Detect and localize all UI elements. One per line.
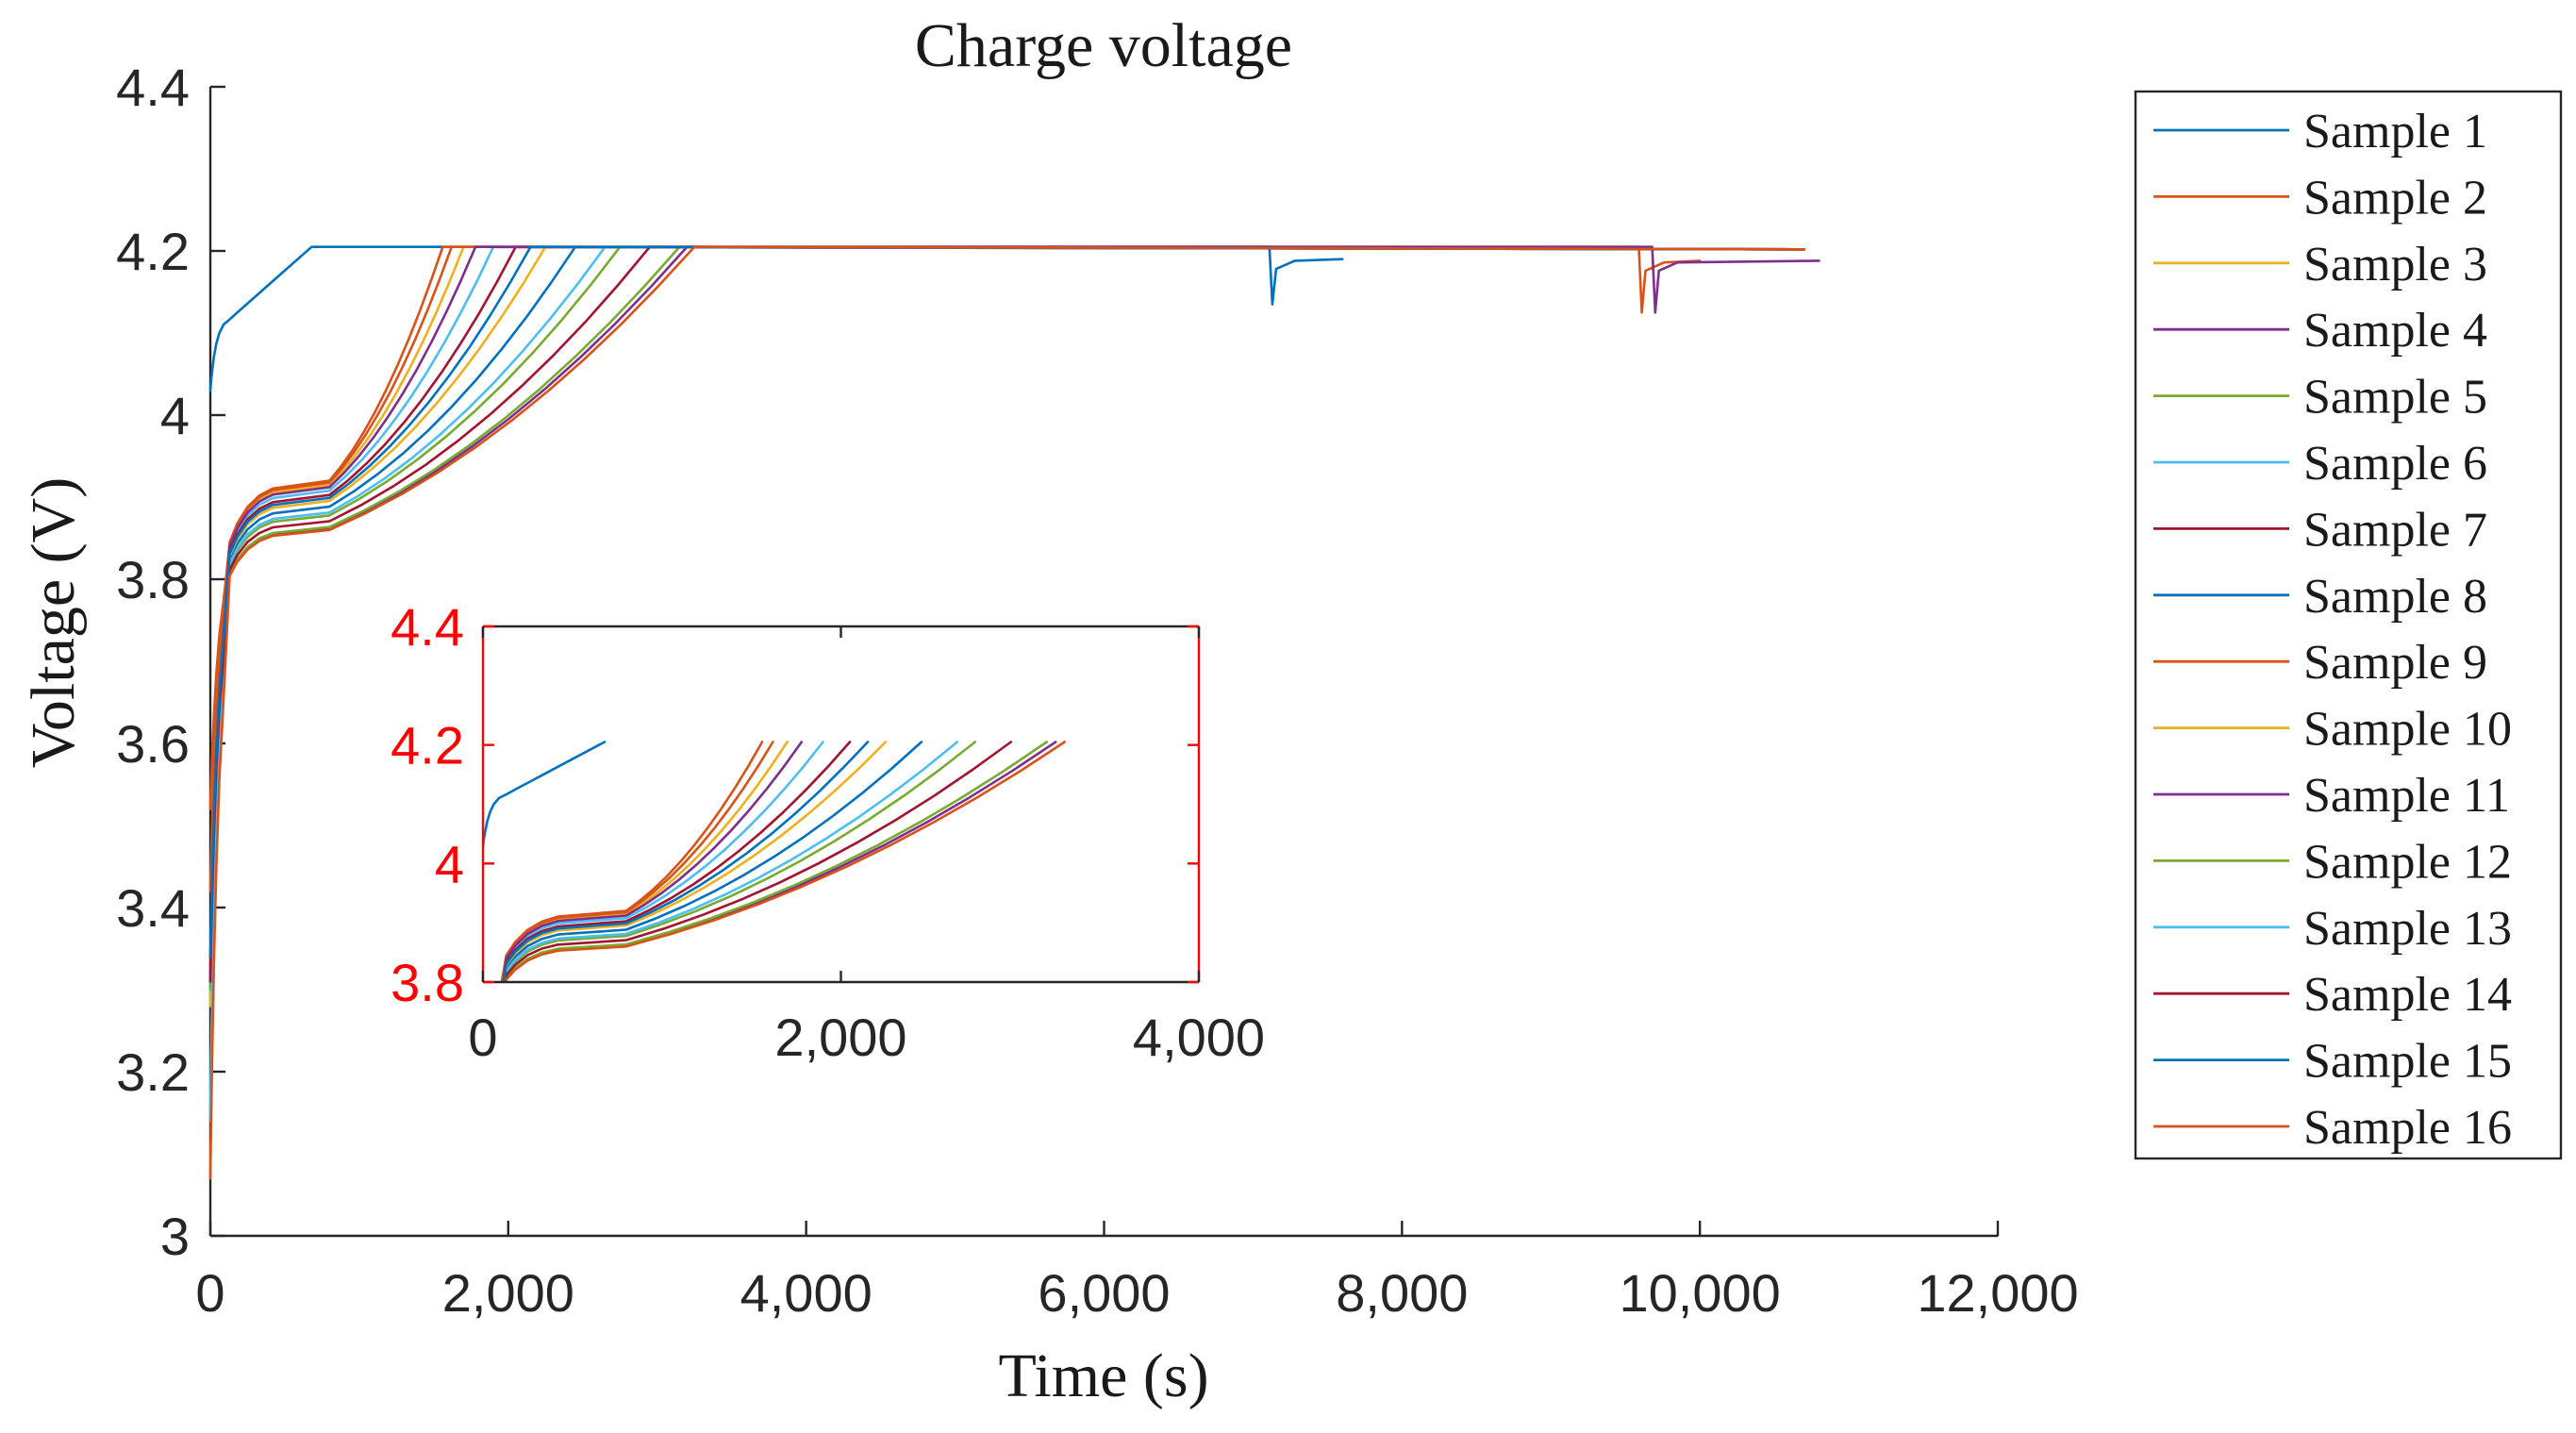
y-tick-label: 3.4 xyxy=(116,878,190,938)
y-tick-label: 3.6 xyxy=(116,714,190,774)
legend-label-sample-5: Sample 5 xyxy=(2303,371,2487,425)
inset-series-line-sample-3 xyxy=(502,741,789,982)
legend-label-sample-14: Sample 14 xyxy=(2303,968,2512,1022)
legend-label-sample-1: Sample 1 xyxy=(2303,105,2487,158)
inset-y-tick-label: 4.2 xyxy=(391,716,464,775)
x-tick-label: 12,000 xyxy=(1917,1263,2078,1323)
inset-plot: 3.8 4 4.2 4.4 0 2,000 4,000 xyxy=(391,597,1265,1067)
y-tick-label: 3 xyxy=(160,1207,190,1266)
inset-x-tick-label: 4,000 xyxy=(1133,1008,1265,1067)
inset-series-line-sample-9 xyxy=(500,741,774,982)
y-tick-label: 4.4 xyxy=(116,58,190,117)
inset-series-line-sample-11 xyxy=(502,741,804,982)
inset-series-line-sample-5 xyxy=(504,741,1048,982)
main-series-group xyxy=(208,245,1820,1180)
legend-label-sample-3: Sample 3 xyxy=(2303,238,2487,292)
inset-series-line-sample-15 xyxy=(503,741,870,982)
inset-series-line-sample-7 xyxy=(503,741,852,982)
legend-label-sample-6: Sample 6 xyxy=(2303,437,2487,491)
x-tick-label: 8,000 xyxy=(1336,1263,1468,1323)
legend-label-sample-11: Sample 11 xyxy=(2303,769,2510,823)
inset-series-line-sample-16 xyxy=(505,741,1066,982)
inset-series-line-sample-1 xyxy=(483,741,607,847)
x-tick-label: 4,000 xyxy=(740,1263,873,1323)
legend-box xyxy=(2134,90,2563,1160)
main-axes: 3 3.2 3.4 3.6 3.8 4 4.2 4.4 0 2,000 4,000 6,000 8,00… xyxy=(116,58,2079,1323)
legend-label-sample-15: Sample 15 xyxy=(2303,1035,2512,1089)
inset-x-tick-label: 0 xyxy=(468,1008,497,1067)
inset-series-line-sample-14 xyxy=(504,741,1013,982)
legend-label-sample-12: Sample 12 xyxy=(2303,835,2512,889)
x-tick-label: 2,000 xyxy=(442,1263,574,1323)
inset-series-line-sample-6 xyxy=(503,741,824,982)
inset-series-line-sample-13 xyxy=(504,741,959,982)
y-axis-title: Voltage (V) xyxy=(19,477,88,769)
series-line-sample-16 xyxy=(208,245,1805,1180)
legend-label-sample-9: Sample 9 xyxy=(2303,636,2487,690)
chart-title: Charge voltage xyxy=(915,11,1292,80)
inset-series-line-sample-12 xyxy=(504,741,977,982)
legend-label-sample-4: Sample 4 xyxy=(2303,304,2487,358)
legend-label-sample-2: Sample 2 xyxy=(2303,171,2487,225)
y-tick-label: 4 xyxy=(160,386,190,445)
inset-y-tick-label: 3.8 xyxy=(391,953,464,1012)
inset-series-line-sample-8 xyxy=(503,741,923,982)
legend-label-sample-13: Sample 13 xyxy=(2303,902,2512,956)
legend: Sample 1 Sample 2 Sample 3 Sample 4 Sample 5… xyxy=(2134,90,2563,1160)
x-tick-label: 6,000 xyxy=(1038,1263,1170,1323)
inset-x-tick-label: 2,000 xyxy=(774,1008,906,1067)
x-axis-title: Time (s) xyxy=(998,1341,1208,1410)
inset-series-line-sample-10 xyxy=(503,741,888,982)
y-tick-label: 4.2 xyxy=(116,222,190,281)
inset-y-tick-label: 4 xyxy=(435,834,464,893)
inset-series-group xyxy=(483,741,1066,982)
legend-label-sample-16: Sample 16 xyxy=(2303,1101,2512,1155)
y-tick-label: 3.2 xyxy=(116,1042,190,1102)
y-tick-label: 3.8 xyxy=(116,550,190,609)
x-tick-label: 0 xyxy=(195,1263,224,1323)
series-line-sample-15 xyxy=(208,245,1805,958)
inset-axes: 3.8 4 4.2 4.4 0 2,000 4,000 xyxy=(391,597,1265,1067)
inset-y-tick-label: 4.4 xyxy=(391,597,464,657)
legend-label-sample-7: Sample 7 xyxy=(2303,503,2487,557)
series-line-sample-1 xyxy=(208,245,1344,392)
x-tick-label: 10,000 xyxy=(1620,1263,1781,1323)
legend-label-sample-8: Sample 8 xyxy=(2303,570,2487,624)
series-line-sample-9 xyxy=(208,245,1805,810)
legend-label-sample-10: Sample 10 xyxy=(2303,703,2512,757)
